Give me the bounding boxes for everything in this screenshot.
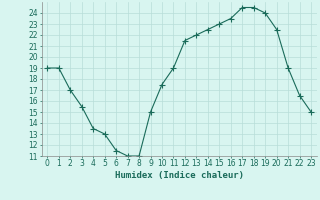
X-axis label: Humidex (Indice chaleur): Humidex (Indice chaleur) — [115, 171, 244, 180]
